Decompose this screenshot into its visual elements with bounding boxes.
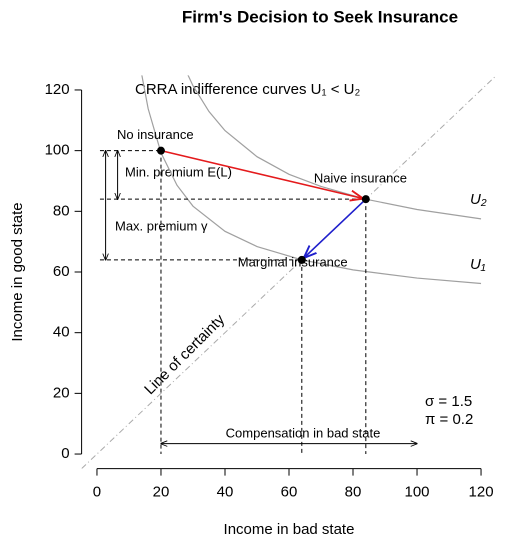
curve-label: U₁ (470, 256, 486, 273)
y-axis-label: Income in good state (9, 202, 26, 341)
y-tick-label: 20 (53, 384, 70, 401)
compensation-label: Compensation in bad state (226, 425, 381, 440)
indifference-curve (187, 75, 482, 220)
min-premium-label: Min. premium E(L) (125, 164, 232, 179)
indifference-curve (141, 75, 482, 285)
max-premium-label: Max. premium γ (115, 218, 208, 233)
point-label: Marginal insurance (238, 254, 348, 269)
x-axis-label: Income in bad state (224, 521, 355, 538)
sigma-label: σ = 1.5 (425, 393, 472, 410)
y-tick-label: 80 (53, 202, 70, 219)
x-tick-label: 60 (281, 484, 298, 501)
y-tick-label: 100 (45, 142, 70, 159)
insurance-arrow (305, 198, 367, 257)
x-tick-label: 0 (93, 484, 101, 501)
x-tick-label: 120 (469, 484, 494, 501)
certainty-label: Line of certainty (141, 311, 228, 398)
x-tick-label: 20 (153, 484, 170, 501)
certainty-line (81, 75, 497, 469)
curve-label: U₂ (470, 191, 487, 208)
y-tick-label: 40 (53, 324, 70, 341)
curves-caption: CRRA indifference curves U₁ < U₂ (135, 81, 360, 98)
insurance-arrow (160, 149, 362, 199)
y-tick-label: 60 (53, 263, 70, 280)
x-tick-label: 100 (405, 484, 430, 501)
point-label: No insurance (117, 127, 194, 142)
point-label: Naive insurance (314, 171, 407, 186)
decision-point (297, 255, 306, 264)
y-tick-label: 0 (61, 445, 69, 462)
x-tick-label: 40 (217, 484, 234, 501)
y-tick-label: 120 (45, 81, 70, 98)
x-tick-label: 80 (345, 484, 362, 501)
plot-area (81, 75, 497, 469)
pi-label: π = 0.2 (425, 411, 473, 428)
chart-title: Firm's Decision to Seek Insurance (182, 7, 458, 26)
decision-point (361, 195, 370, 204)
decision-point (156, 146, 165, 155)
